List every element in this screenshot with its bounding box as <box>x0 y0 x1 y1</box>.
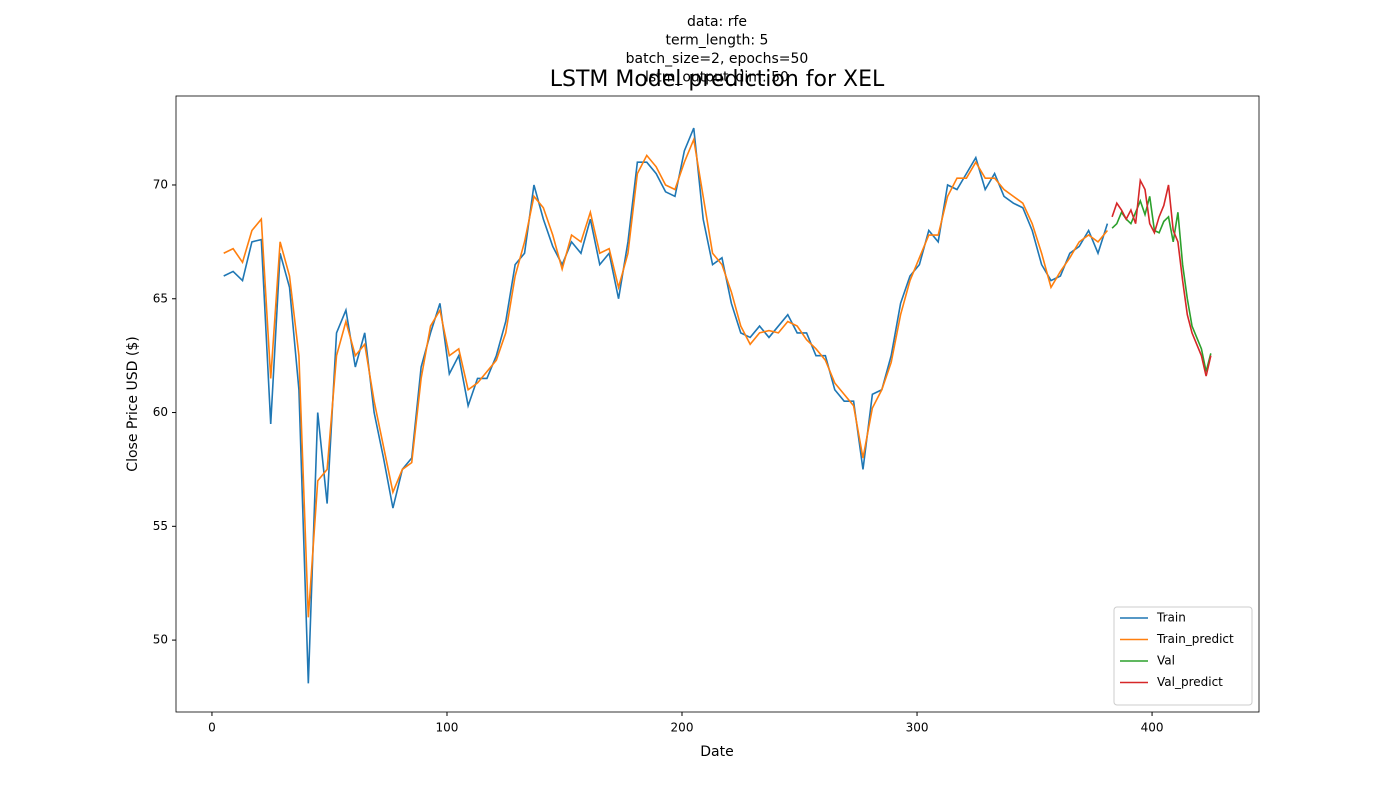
legend-label: Val <box>1157 654 1175 668</box>
y-tick-label: 50 <box>153 633 168 647</box>
x-axis-label: Date <box>700 744 733 760</box>
subtitle: term_length: 5 <box>666 33 769 49</box>
subtitle: batch_size=2, epochs=50 <box>626 51 809 67</box>
legend-box <box>1113 606 1253 706</box>
series-line <box>1111 196 1212 372</box>
legend-label: Train_predict <box>1156 632 1234 646</box>
subtitle: data: rfe <box>687 14 747 30</box>
x-tick-label: 400 <box>1141 721 1164 735</box>
y-tick-label: 65 <box>153 291 168 305</box>
x-tick-label: 300 <box>906 721 929 735</box>
y-axis-label: Close Price USD ($) <box>125 336 141 471</box>
chart-title: LSTM Model prediction for XEL <box>550 67 885 92</box>
y-tick-label: 70 <box>153 177 168 191</box>
series-line <box>223 136 1109 618</box>
y-tick-label: 55 <box>153 519 168 533</box>
legend-label: Train <box>1156 611 1186 625</box>
plot-frame <box>175 95 1260 713</box>
legend-label: Val_predict <box>1157 675 1223 689</box>
x-tick-label: 200 <box>671 721 694 735</box>
series-line <box>1111 177 1212 377</box>
y-tick-label: 60 <box>153 405 168 419</box>
subtitle: lstm_output_dim: 50 <box>645 70 789 86</box>
x-tick-label: 100 <box>436 721 459 735</box>
x-tick-label: 0 <box>208 721 216 735</box>
